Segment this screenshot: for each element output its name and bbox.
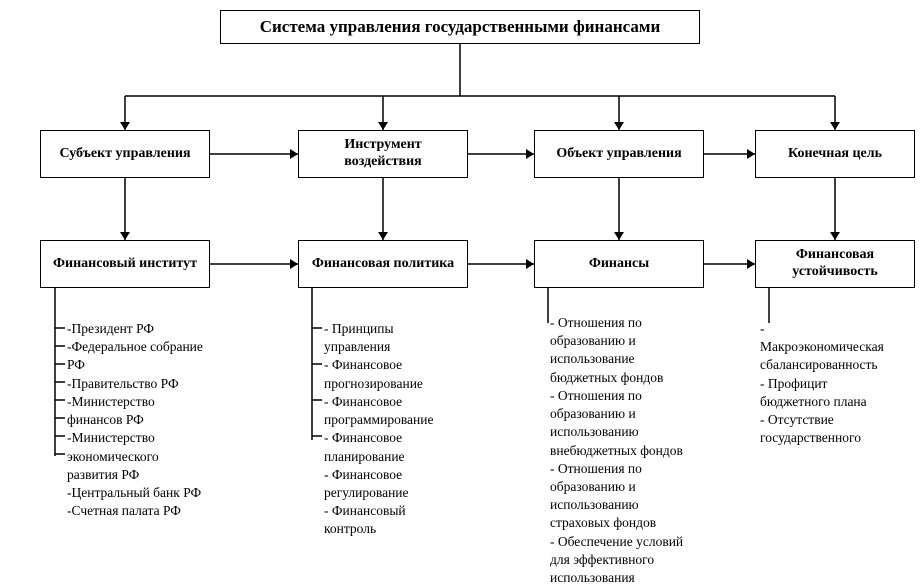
list-item: образованию и <box>548 405 718 423</box>
node-label: Объект управления <box>556 146 681 163</box>
list-item: - Финансовое <box>322 466 482 484</box>
node-subject: Субъект управления <box>40 130 210 178</box>
node-instrument: Инструмент воздействия <box>298 130 468 178</box>
list-item: - Отсутствие <box>758 411 924 429</box>
node-finance: Финансы <box>534 240 704 288</box>
title-box: Система управления государственными фина… <box>220 10 700 44</box>
list-item: программирование <box>322 411 482 429</box>
node-object: Объект управления <box>534 130 704 178</box>
list-institute: -Президент РФ-Федеральное собраниеРФ-Пра… <box>65 320 235 520</box>
list-item: - Принципы <box>322 320 482 338</box>
node-label: Инструмент воздействия <box>305 137 461 171</box>
list-item: - Профицит <box>758 375 924 393</box>
list-item: - Обеспечение условий <box>548 533 718 551</box>
node-policy: Финансовая политика <box>298 240 468 288</box>
list-item: страховых фондов <box>548 514 718 532</box>
node-stability: Финансовая устойчивость <box>755 240 915 288</box>
list-item: использованию <box>548 496 718 514</box>
node-label: Финансовая устойчивость <box>762 247 908 281</box>
list-item: регулирование <box>322 484 482 502</box>
list-item: - Финансовое <box>322 393 482 411</box>
node-goal: Конечная цель <box>755 130 915 178</box>
list-policy: - Принципыуправления- Финансовоепрогнози… <box>322 320 482 539</box>
list-item: использованию <box>548 423 718 441</box>
list-item: для эффективного <box>548 551 718 569</box>
node-label: Финансы <box>589 256 649 273</box>
list-item: - Отношения по <box>548 387 718 405</box>
node-label: Субъект управления <box>59 146 190 163</box>
list-item: развития РФ <box>65 466 235 484</box>
list-item: планирование <box>322 448 482 466</box>
list-item: -Правительство РФ <box>65 375 235 393</box>
list-item: Макроэкономическая <box>758 338 924 356</box>
list-item: использования <box>548 569 718 587</box>
list-item: -Центральный банк РФ <box>65 484 235 502</box>
title-text: Система управления государственными фина… <box>260 17 661 37</box>
node-label: Конечная цель <box>788 146 882 163</box>
list-stability: -Макроэкономическаясбалансированность- П… <box>758 320 924 448</box>
list-item: -Федеральное собрание <box>65 338 235 356</box>
list-item: внебюджетных фондов <box>548 442 718 460</box>
list-item: бюджетного плана <box>758 393 924 411</box>
list-item: -Счетная палата РФ <box>65 502 235 520</box>
list-item: экономического <box>65 448 235 466</box>
list-item: -Министерство <box>65 429 235 447</box>
list-item: - Отношения по <box>548 314 718 332</box>
list-item: бюджетных фондов <box>548 369 718 387</box>
list-item: - Финансовое <box>322 429 482 447</box>
list-item: государственного <box>758 429 924 447</box>
node-institute: Финансовый институт <box>40 240 210 288</box>
list-item: - Отношения по <box>548 460 718 478</box>
list-item: - Финансовое <box>322 356 482 374</box>
list-finance: - Отношения пообразованию ииспользование… <box>548 314 718 587</box>
list-item: - <box>758 320 924 338</box>
list-item: образованию и <box>548 478 718 496</box>
node-label: Финансовая политика <box>312 256 454 273</box>
list-item: - Финансовый <box>322 502 482 520</box>
list-item: управления <box>322 338 482 356</box>
list-item: -Министерство <box>65 393 235 411</box>
list-item: образованию и <box>548 332 718 350</box>
list-item: использование <box>548 350 718 368</box>
list-item: финансов РФ <box>65 411 235 429</box>
list-item: прогнозирование <box>322 375 482 393</box>
node-label: Финансовый институт <box>53 256 197 273</box>
list-item: -Президент РФ <box>65 320 235 338</box>
list-item: сбалансированность <box>758 356 924 374</box>
list-item: РФ <box>65 356 235 374</box>
list-item: контроль <box>322 520 482 538</box>
